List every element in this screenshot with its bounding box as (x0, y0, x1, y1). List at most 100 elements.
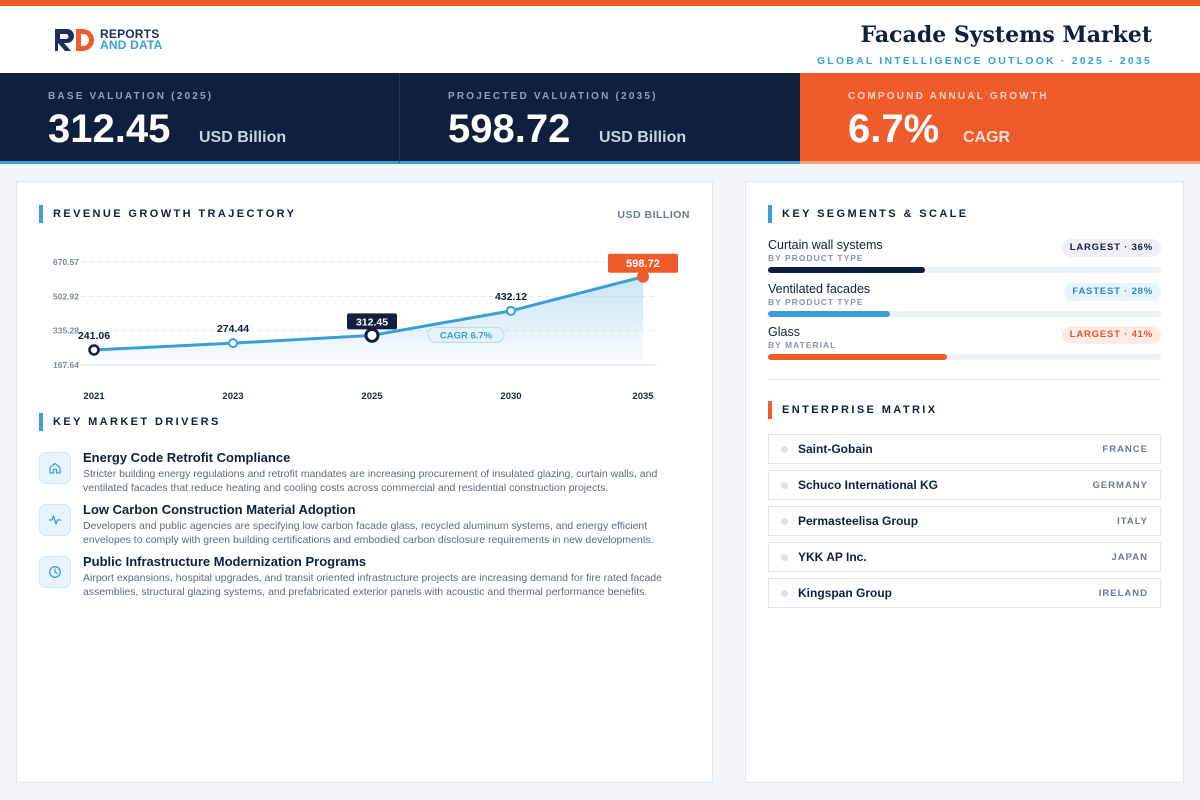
enterprise-country: ITALY (1117, 516, 1148, 527)
enterprise-status-dot (781, 482, 788, 489)
segment-item: Ventilated facades BY PRODUCT TYPE FASTE… (768, 282, 1161, 322)
kpi-value: 598.72 (448, 107, 571, 151)
enterprise-status-dot (781, 518, 788, 525)
rd-logo-mark-icon (55, 29, 94, 51)
kpi-unit: CAGR (963, 129, 1011, 146)
kpi-value: 6.7% (848, 107, 940, 151)
x-tick-label: 2021 (83, 391, 105, 402)
kpi-label: PROJECTED VALUATION (2035) (448, 91, 658, 102)
data-label-box (347, 313, 397, 330)
y-tick-label: 167.64 (53, 360, 79, 370)
segment-item: Glass BY MATERIAL LARGEST · 41% (768, 325, 1161, 365)
enterprise-status-dot (781, 446, 788, 453)
data-point (228, 338, 238, 349)
data-label: 432.12 (495, 291, 527, 303)
segment-category: BY PRODUCT TYPE (768, 253, 864, 263)
segment-name: Glass (768, 325, 800, 339)
enterprise-name: Permasteelisa Group (798, 514, 919, 528)
kpi-unit: USD Billion (199, 129, 287, 146)
kpi-unit: USD Billion (599, 129, 687, 146)
y-tick-label: 670.57 (53, 257, 79, 267)
segment-bar-track (768, 267, 1161, 273)
driver-title: Public Infrastructure Modernization Prog… (83, 554, 367, 569)
activity-icon (39, 504, 71, 536)
segment-name: Curtain wall systems (768, 238, 883, 252)
enterprise-status-dot (781, 590, 788, 597)
logo-line-1: REPORTS (100, 27, 160, 41)
data-label: 598.72 (626, 258, 660, 270)
area-fill (94, 276, 643, 365)
x-tick-label: 2030 (500, 391, 521, 402)
kpi-label: BASE VALUATION (2025) (48, 91, 214, 102)
segment-bar-fill (768, 311, 891, 317)
kpi-projected-valuation: PROJECTED VALUATION (2035) 598.72 USD Bi… (400, 73, 800, 164)
main-panel: REVENUE GROWTH TRAJECTORY USD BILLION 16… (16, 181, 713, 783)
driver-text: Stricter building energy regulations and… (83, 468, 658, 494)
segment-bar-fill (768, 267, 926, 273)
enterprise-section-title: ENTERPRISE MATRIX (768, 401, 938, 419)
drivers-section-title: KEY MARKET DRIVERS (39, 413, 221, 431)
logo-line-2: AND DATA (100, 38, 163, 52)
data-label: 274.44 (217, 323, 249, 335)
enterprise-name: YKK AP Inc. (798, 550, 867, 564)
reports-and-data-logo[interactable]: REPORTS AND DATA (54, 27, 162, 53)
clock-icon (39, 556, 71, 588)
enterprise-row[interactable]: YKK AP Inc. JAPAN (768, 542, 1161, 572)
page-title: Facade Systems Market (860, 22, 1153, 48)
x-tick-label: 2025 (361, 391, 383, 402)
segment-name: Ventilated facades (768, 282, 871, 296)
chart-unit-label: USD BILLION (617, 209, 690, 221)
segment-badge: LARGEST · 41% (1061, 326, 1161, 344)
revenue-growth-chart: 167.64 335.28 502.92 670.57 2021 2023 2025 203… (53, 253, 678, 402)
kpi-base-valuation: BASE VALUATION (2025) 312.45 USD Billion (0, 73, 400, 164)
data-point (88, 344, 100, 356)
driver-item: Low Carbon Construction Material Adoptio… (39, 502, 699, 550)
data-point (637, 270, 649, 283)
enterprise-country: GERMANY (1092, 480, 1148, 491)
page-subtitle: GLOBAL INTELLIGENCE OUTLOOK · 2025 - 203… (816, 55, 1152, 67)
data-point (506, 305, 516, 316)
enterprise-name: Saint-Gobain (798, 442, 873, 456)
top-accent-bar (0, 0, 1200, 6)
segment-category: BY MATERIAL (768, 340, 837, 350)
data-label: 241.06 (78, 330, 110, 342)
driver-title: Low Carbon Construction Material Adoptio… (83, 502, 356, 517)
driver-text: Developers and public agencies are speci… (83, 520, 654, 546)
logo-wordmark: REPORTS AND DATA (100, 27, 163, 52)
cagr-annotation-pill (427, 326, 505, 343)
enterprise-row[interactable]: Permasteelisa Group ITALY (768, 506, 1161, 536)
segment-bar-fill (768, 354, 948, 360)
segment-bar-track (768, 311, 1161, 317)
kpi-value: 312.45 (48, 107, 171, 151)
enterprise-row[interactable]: Saint-Gobain FRANCE (768, 434, 1161, 464)
y-tick-label: 335.28 (53, 326, 79, 336)
x-tick-label: 2023 (222, 391, 243, 402)
driver-text: Airport expansions, hospital upgrades, a… (83, 572, 662, 598)
side-panel: KEY SEGMENTS & SCALE Curtain wall system… (745, 181, 1184, 783)
driver-item: Energy Code Retrofit Compliance Stricter… (39, 450, 699, 498)
enterprise-country: JAPAN (1111, 552, 1148, 563)
enterprise-country: IRELAND (1098, 588, 1148, 599)
segment-category: BY PRODUCT TYPE (768, 297, 864, 307)
driver-title: Energy Code Retrofit Compliance (83, 450, 291, 465)
enterprise-status-dot (781, 554, 788, 561)
enterprise-name: Schuco International KG (798, 478, 939, 492)
kpi-cagr: COMPOUND ANNUAL GROWTH 6.7% CAGR (800, 73, 1200, 164)
data-label-box (608, 253, 678, 273)
enterprise-row[interactable]: Kingspan Group IRELAND (768, 578, 1161, 608)
home-icon (39, 452, 71, 484)
y-tick-label: 502.92 (53, 291, 79, 301)
segment-bar-track (768, 354, 1161, 360)
segment-item: Curtain wall systems BY PRODUCT TYPE LAR… (768, 238, 1161, 278)
chart-section-title: REVENUE GROWTH TRAJECTORY (39, 205, 296, 223)
enterprise-row[interactable]: Schuco International KG GERMANY (768, 470, 1161, 500)
segment-badge: FASTEST · 28% (1064, 283, 1161, 301)
x-tick-label: 2035 (632, 391, 654, 402)
kpi-strip: BASE VALUATION (2025) 312.45 USD Billion… (0, 73, 1200, 164)
data-label: 312.45 (356, 316, 388, 328)
segment-badge: LARGEST · 36% (1061, 239, 1161, 257)
enterprise-name: Kingspan Group (798, 586, 892, 600)
section-divider (768, 379, 1161, 380)
segments-section-title: KEY SEGMENTS & SCALE (768, 205, 969, 223)
enterprise-country: FRANCE (1102, 444, 1148, 455)
